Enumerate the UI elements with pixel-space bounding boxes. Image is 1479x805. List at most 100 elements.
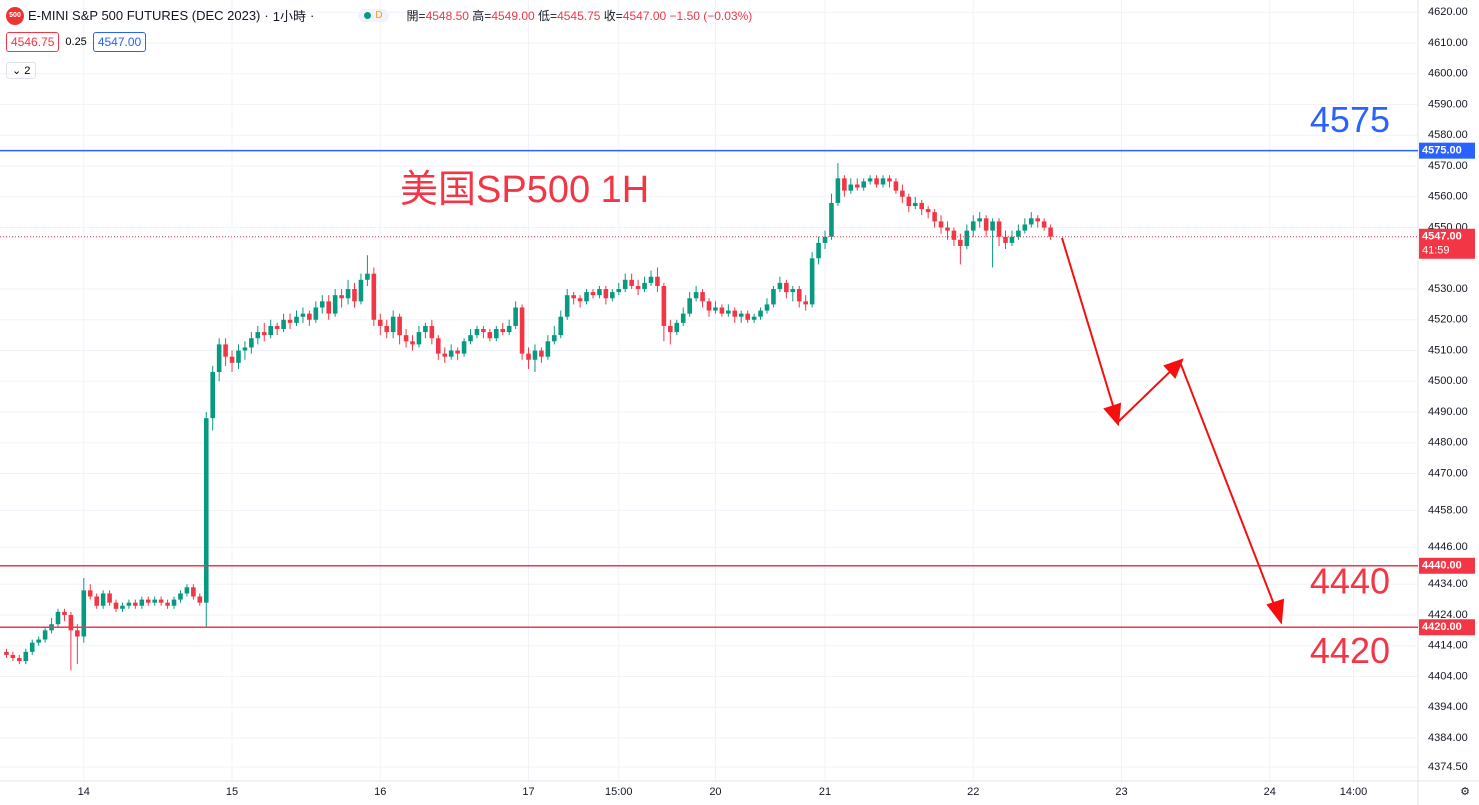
ohlc-values: 開=4548.50 高=4549.00 低=4545.75 收=4547.00 … — [407, 7, 753, 24]
candle-body — [229, 356, 235, 363]
arrow-path — [1061, 237, 1281, 621]
candle-body — [75, 630, 80, 637]
candle-body — [448, 350, 454, 357]
candle-body — [983, 218, 989, 231]
candle-body — [874, 178, 879, 185]
settings-icon[interactable]: ⚙ — [1460, 786, 1470, 798]
candle-body — [661, 285, 667, 326]
grid — [0, 0, 1418, 781]
candle-body — [178, 593, 183, 600]
candle-body — [809, 258, 815, 305]
y-tick-label: 4374.50 — [1428, 761, 1468, 773]
level-badge — [1419, 619, 1475, 636]
candle-body — [887, 178, 892, 182]
candle-body — [738, 313, 744, 317]
y-tick-label: 4480.00 — [1428, 437, 1468, 449]
candle-body — [880, 178, 886, 185]
symbol-name[interactable]: E-MINI S&P 500 FUTURES (DEC 2023) — [28, 8, 261, 23]
candle-body — [435, 338, 441, 354]
x-tick-label: 22 — [967, 786, 979, 798]
candle-body — [584, 292, 589, 302]
candle-body — [1048, 227, 1053, 237]
candle-body — [474, 329, 480, 336]
candle-body — [629, 279, 634, 286]
candle-body — [165, 602, 170, 606]
level-label: 4575.00 — [1422, 145, 1462, 157]
change: −1.50 (−0.03%) — [669, 9, 753, 23]
y-tick-label: 4530.00 — [1428, 283, 1468, 295]
candle-body — [261, 332, 267, 336]
candle-body — [4, 651, 9, 655]
level-label: 4420.00 — [1422, 621, 1462, 633]
candle-body — [700, 292, 705, 302]
candle-body — [29, 642, 35, 652]
candle-body — [139, 599, 145, 606]
spread: 0.25 — [65, 36, 87, 48]
data-mode: D — [375, 10, 383, 21]
y-tick-label: 4580.00 — [1428, 129, 1468, 141]
candle-body — [687, 298, 692, 314]
candle-body — [107, 593, 112, 603]
candle-body — [854, 184, 860, 188]
candle-body — [319, 301, 325, 308]
candle-body — [925, 209, 931, 213]
x-tick-label: 20 — [709, 786, 721, 798]
indicator-toggle[interactable]: ⌄ 2 — [6, 62, 37, 79]
chart-title: 美国SP500 1H — [400, 169, 649, 211]
candle-body — [1028, 218, 1034, 225]
high-label: 高= — [472, 9, 492, 23]
x-tick-label: 15:00 — [605, 786, 633, 798]
candle-body — [610, 292, 615, 299]
candle-body — [990, 221, 995, 231]
candle-body — [377, 319, 383, 326]
arrow-head — [1163, 358, 1184, 379]
market-status[interactable]: D — [358, 9, 389, 22]
candle-body — [893, 181, 899, 191]
y-tick-label: 4610.00 — [1428, 37, 1468, 49]
candle-body — [816, 242, 821, 259]
x-tick-label: 21 — [819, 786, 831, 798]
candle-body — [829, 202, 834, 237]
candle-body — [494, 329, 499, 339]
y-tick-label: 4600.00 — [1428, 68, 1468, 80]
candle-body — [236, 350, 241, 363]
candle-body — [680, 313, 686, 323]
candle-body — [790, 289, 796, 293]
candle-body — [900, 190, 905, 197]
candle-body — [577, 298, 583, 302]
candle-body — [751, 316, 757, 320]
candle-body — [133, 602, 138, 606]
y-tick-label: 4384.00 — [1428, 732, 1468, 744]
candle-body — [1009, 236, 1015, 243]
y-tick-label: 4490.00 — [1428, 406, 1468, 418]
candle-body — [764, 304, 770, 311]
ask[interactable]: 4547.00 — [92, 32, 147, 52]
x-tick-label: 24 — [1264, 786, 1276, 798]
candle-body — [352, 289, 357, 302]
level-badge — [1419, 142, 1475, 159]
candle-body — [62, 611, 67, 615]
candle-body — [216, 344, 222, 373]
bid[interactable]: 4546.75 — [6, 32, 60, 52]
candle-body — [784, 282, 789, 293]
candle-body — [635, 285, 641, 290]
candle-body — [912, 202, 918, 207]
candle-body — [281, 319, 286, 330]
interval[interactable]: 1小時 — [272, 9, 306, 24]
y-tick-label: 4520.00 — [1428, 314, 1468, 326]
candle-body — [313, 307, 319, 320]
candle-body — [558, 316, 564, 336]
y-tick-label: 4620.00 — [1428, 6, 1468, 18]
candle-body — [145, 599, 151, 603]
candle-body — [410, 341, 415, 345]
candle-body — [255, 332, 261, 339]
candle-body — [10, 654, 16, 659]
candle-body — [1022, 224, 1028, 231]
y-tick-label: 4394.00 — [1428, 701, 1468, 713]
level-annotation: 4575 — [1310, 99, 1390, 140]
candle-body — [455, 350, 460, 354]
bar-countdown: 41:59 — [1422, 245, 1450, 257]
y-tick-label: 4570.00 — [1428, 160, 1468, 172]
